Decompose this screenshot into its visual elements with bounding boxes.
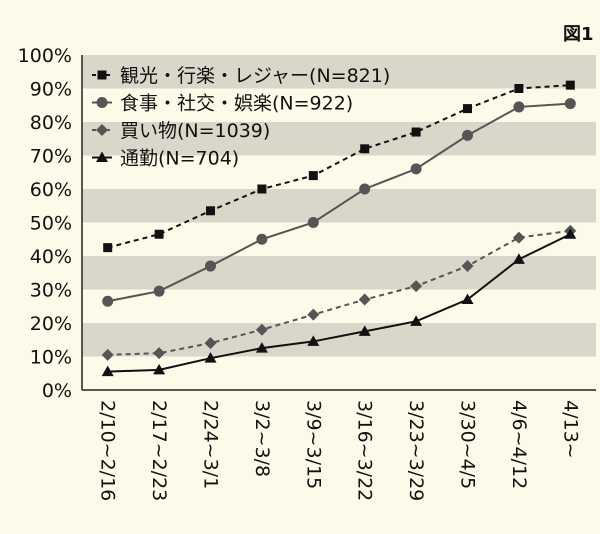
- x-tick-label: 4/6~4/12: [508, 400, 530, 489]
- data-point-triangle: [307, 335, 320, 346]
- legend-item: 食事・社交・娯楽(N=922): [92, 93, 353, 115]
- data-point-circle: [102, 295, 114, 307]
- data-point-square: [154, 229, 164, 239]
- legend-marker: [96, 124, 108, 136]
- data-point-square: [360, 144, 370, 154]
- y-tick-label: 30%: [30, 280, 72, 302]
- x-tick-label: 3/16~3/22: [354, 400, 376, 501]
- grid-band: [82, 356, 596, 390]
- data-point-circle: [513, 101, 525, 113]
- data-point-square: [514, 84, 524, 93]
- legend: 観光・行楽・レジャー(N=821) 食事・社交・娯楽(N=922) 買い物(N=10…: [92, 65, 390, 170]
- series-line: [107, 102, 571, 303]
- series-line: [107, 229, 571, 356]
- legend-marker: [97, 70, 107, 80]
- data-point-diamond: [153, 347, 166, 360]
- data-point-square: [565, 80, 575, 90]
- data-point-diamond: [101, 348, 114, 361]
- legend-item: 買い物(N=1039): [92, 120, 270, 142]
- x-tick-label: 3/30~4/5: [457, 400, 479, 489]
- data-point-circle: [359, 183, 371, 195]
- data-point-circle: [256, 233, 268, 245]
- data-point-diamond: [255, 323, 268, 336]
- y-tick-label: 10%: [30, 347, 72, 369]
- data-point-triangle: [153, 363, 166, 375]
- legend-label: 観光・行楽・レジャー(N=821): [120, 65, 390, 87]
- y-tick-label: 90%: [30, 79, 72, 101]
- x-tick-label: 2/10~2/16: [97, 400, 119, 501]
- figure-label: 図1: [563, 24, 594, 45]
- x-axis-ticks: 2/10~2/16 2/17~2/23 2/24~3/1 3/2~3/8 3/9~3/1…: [97, 400, 582, 501]
- x-tick-label: 2/17~2/23: [148, 400, 170, 501]
- data-point-circle: [564, 98, 576, 110]
- data-point-triangle: [512, 253, 525, 264]
- x-tick-label: 3/9~3/15: [302, 400, 324, 489]
- legend-item: 通勤(N=704): [92, 148, 239, 170]
- data-point-diamond: [410, 280, 423, 293]
- grid-band: [82, 122, 596, 156]
- data-point-circle: [410, 163, 422, 175]
- x-tick-label: 3/23~3/29: [405, 400, 427, 501]
- legend-label: 買い物(N=1039): [120, 120, 270, 142]
- data-point-circle: [462, 129, 473, 141]
- series-4: [101, 228, 577, 377]
- x-tick-label: 4/13~: [559, 400, 581, 459]
- series-1: [103, 80, 575, 253]
- data-point-triangle: [255, 342, 268, 353]
- grid-band: [82, 256, 596, 290]
- x-tick-label: 2/24~3/1: [200, 400, 222, 489]
- y-tick-label: 20%: [30, 313, 72, 335]
- data-point-triangle: [101, 365, 114, 377]
- data-point-diamond: [307, 308, 320, 321]
- data-point-diamond: [461, 260, 474, 273]
- data-point-triangle: [204, 352, 217, 363]
- legend-marker: [96, 151, 108, 162]
- data-point-square: [103, 243, 113, 253]
- data-point-square: [206, 206, 215, 216]
- y-tick-label: 80%: [30, 112, 72, 134]
- y-tick-label: 0%: [42, 380, 72, 402]
- y-tick-label: 60%: [30, 179, 72, 201]
- grid-band: [82, 222, 596, 256]
- legend-label: 通勤(N=704): [120, 148, 239, 170]
- data-point-square: [463, 104, 472, 114]
- data-point-diamond: [512, 231, 525, 244]
- y-tick-label: 50%: [30, 213, 72, 235]
- series-layer: [101, 80, 577, 377]
- data-point-square: [257, 184, 267, 194]
- data-point-triangle: [410, 315, 423, 326]
- data-point-triangle: [461, 293, 474, 305]
- data-point-circle: [153, 285, 165, 297]
- series-line: [107, 84, 571, 249]
- data-point-triangle: [564, 228, 577, 239]
- y-tick-label: 40%: [30, 246, 72, 268]
- grid-band: [82, 155, 596, 189]
- y-tick-label: 100%: [18, 45, 72, 67]
- data-point-square: [411, 127, 421, 137]
- series-3: [101, 224, 577, 361]
- data-point-diamond: [358, 293, 371, 306]
- data-point-circle: [307, 217, 319, 228]
- grid-band: [82, 323, 596, 357]
- grid-band: [82, 88, 596, 122]
- series-2: [102, 98, 576, 307]
- x-tick-label: 3/2~3/8: [251, 400, 273, 477]
- y-tick-label: 70%: [30, 146, 72, 168]
- legend-marker: [96, 97, 108, 108]
- legend-item: 観光・行楽・レジャー(N=821): [92, 65, 390, 87]
- data-point-diamond: [204, 337, 217, 350]
- y-axis-ticks: 0% 10% 20% 30% 40% 50% 60% 70% 80% 90% 100%: [18, 45, 72, 402]
- data-point-square: [308, 171, 318, 181]
- data-point-circle: [205, 260, 216, 272]
- legend-label: 食事・社交・娯楽(N=922): [120, 93, 353, 115]
- series-line: [107, 233, 571, 373]
- grid-band: [82, 55, 596, 89]
- data-point-triangle: [358, 325, 371, 336]
